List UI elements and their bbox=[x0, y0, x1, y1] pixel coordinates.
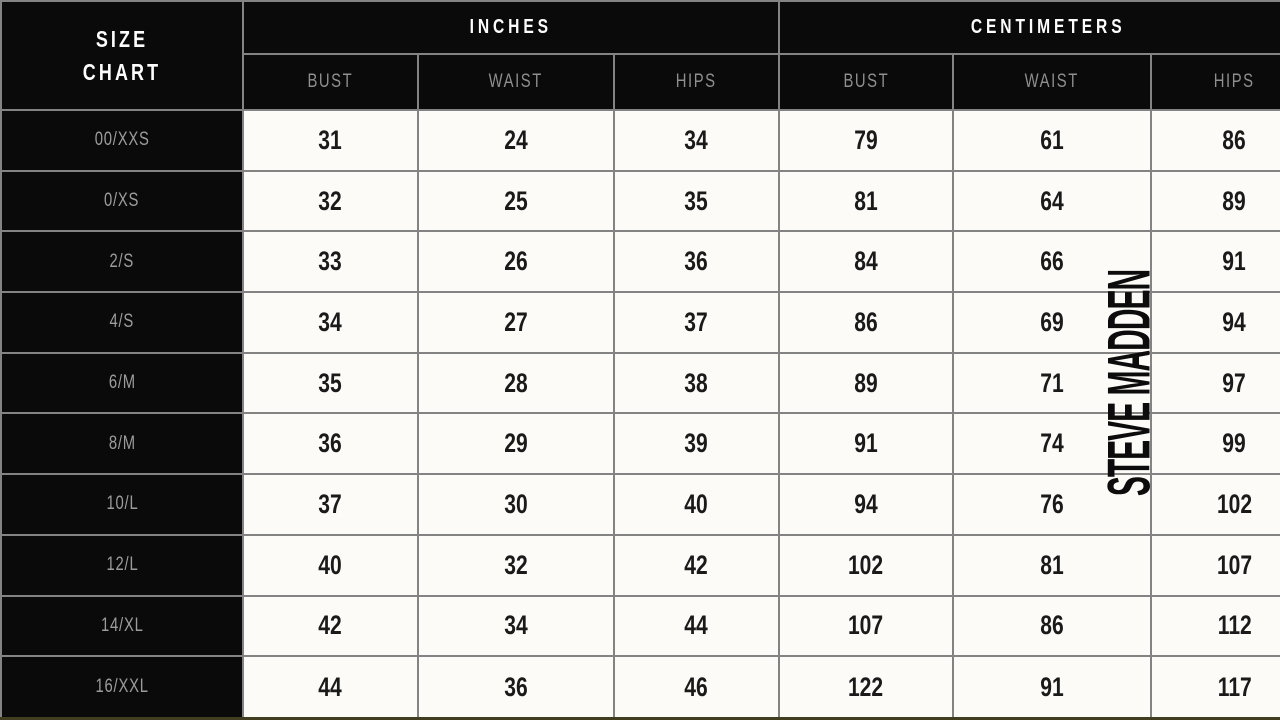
value-cell: 36 bbox=[242, 412, 419, 476]
value-cell: 40 bbox=[613, 473, 780, 536]
corner-title-line1: SIZE bbox=[95, 25, 149, 52]
value-cell: 31 bbox=[242, 109, 419, 172]
centimeters-group-header: CENTIMETERS bbox=[778, 0, 1280, 55]
value-cell: 24 bbox=[417, 109, 615, 172]
table-row: 10/L 37 30 40 94 76 102 bbox=[0, 473, 1280, 536]
value-cell: 64 bbox=[952, 169, 1152, 233]
table-row: 12/L 40 32 42 102 81 107 bbox=[0, 533, 1280, 597]
size-cell: 00/XXS bbox=[0, 109, 244, 172]
value-cell: 30 bbox=[417, 473, 615, 536]
value-cell: 25 bbox=[417, 169, 615, 233]
corner-title-line2: CHART bbox=[82, 58, 162, 85]
value-cell: 40 bbox=[242, 533, 419, 597]
value-cell: 89 bbox=[778, 351, 954, 415]
value-cell: 33 bbox=[242, 230, 419, 294]
value-cell: 86 bbox=[1150, 109, 1280, 172]
value-cell: 36 bbox=[613, 230, 780, 294]
value-cell: 34 bbox=[417, 594, 615, 658]
value-cell: 32 bbox=[417, 533, 615, 597]
centimeters-group-label: CENTIMETERS bbox=[971, 16, 1126, 38]
size-cell: 10/L bbox=[0, 473, 244, 536]
value-cell: 69 bbox=[952, 291, 1152, 354]
value-cell: 84 bbox=[778, 230, 954, 294]
inches-bust-header: BUST bbox=[242, 53, 419, 111]
size-cell: 0/XS bbox=[0, 169, 244, 233]
centimeters-bust-header: BUST bbox=[778, 53, 954, 111]
value-cell: 42 bbox=[613, 533, 780, 597]
size-cell: 8/M bbox=[0, 412, 244, 476]
value-cell: 35 bbox=[613, 169, 780, 233]
size-chart-corner-header: SIZE CHART bbox=[0, 0, 244, 111]
value-cell: 44 bbox=[613, 594, 780, 658]
size-cell: 2/S bbox=[0, 230, 244, 294]
centimeters-hips-header: HIPS bbox=[1150, 53, 1280, 111]
value-cell: 79 bbox=[778, 109, 954, 172]
value-cell: 66 bbox=[952, 230, 1152, 294]
value-cell: 81 bbox=[778, 169, 954, 233]
size-cell: 16/XXL bbox=[0, 655, 244, 717]
value-cell: 35 bbox=[242, 351, 419, 415]
value-cell: 89 bbox=[1150, 169, 1280, 233]
value-cell: 122 bbox=[778, 655, 954, 717]
value-cell: 94 bbox=[1150, 291, 1280, 354]
value-cell: 39 bbox=[613, 412, 780, 476]
value-cell: 97 bbox=[1150, 351, 1280, 415]
size-cell: 12/L bbox=[0, 533, 244, 597]
table-row: 00/XXS 31 24 34 79 61 86 bbox=[0, 109, 1280, 172]
value-cell: 76 bbox=[952, 473, 1152, 536]
value-cell: 37 bbox=[242, 473, 419, 536]
table-row: 8/M 36 29 39 91 74 99 bbox=[0, 412, 1280, 476]
value-cell: 34 bbox=[242, 291, 419, 354]
value-cell: 44 bbox=[242, 655, 419, 717]
table-row: 6/M 35 28 38 89 71 97 bbox=[0, 351, 1280, 415]
value-cell: 117 bbox=[1150, 655, 1280, 717]
value-cell: 107 bbox=[1150, 533, 1280, 597]
value-cell: 86 bbox=[778, 291, 954, 354]
value-cell: 29 bbox=[417, 412, 615, 476]
table-row: 0/XS 32 25 35 81 64 89 bbox=[0, 169, 1280, 233]
table-row: 2/S 33 26 36 84 66 91 bbox=[0, 230, 1280, 294]
value-cell: 74 bbox=[952, 412, 1152, 476]
centimeters-waist-header: WAIST bbox=[952, 53, 1152, 111]
table-row: 4/S 34 27 37 86 69 94 bbox=[0, 291, 1280, 354]
size-cell: 6/M bbox=[0, 351, 244, 415]
value-cell: 34 bbox=[613, 109, 780, 172]
inches-group-label: INCHES bbox=[469, 16, 553, 38]
value-cell: 102 bbox=[778, 533, 954, 597]
value-cell: 102 bbox=[1150, 473, 1280, 536]
bottom-edge-line bbox=[0, 717, 1280, 720]
value-cell: 36 bbox=[417, 655, 615, 717]
value-cell: 28 bbox=[417, 351, 615, 415]
value-cell: 86 bbox=[952, 594, 1152, 658]
value-cell: 107 bbox=[778, 594, 954, 658]
value-cell: 91 bbox=[778, 412, 954, 476]
value-cell: 38 bbox=[613, 351, 780, 415]
value-cell: 81 bbox=[952, 533, 1152, 597]
unit-group-header-row: SIZE CHART INCHES CENTIMETERS bbox=[0, 0, 1280, 111]
measure-header-row: BUST WAIST HIPS BUST WAIST HIPS bbox=[1, 53, 1280, 111]
size-cell: 4/S bbox=[0, 291, 244, 354]
value-cell: 32 bbox=[242, 169, 419, 233]
value-cell: 112 bbox=[1150, 594, 1280, 658]
value-cell: 26 bbox=[417, 230, 615, 294]
value-cell: 94 bbox=[778, 473, 954, 536]
inches-waist-header: WAIST bbox=[417, 53, 615, 111]
value-cell: 27 bbox=[417, 291, 615, 354]
table-row: 14/XL 42 34 44 107 86 112 bbox=[0, 594, 1280, 658]
value-cell: 42 bbox=[242, 594, 419, 658]
value-cell: 71 bbox=[952, 351, 1152, 415]
value-cell: 91 bbox=[1150, 230, 1280, 294]
table-row: 16/XXL 44 36 46 122 91 117 bbox=[0, 655, 1280, 717]
size-cell: 14/XL bbox=[0, 594, 244, 658]
value-cell: 91 bbox=[952, 655, 1152, 717]
inches-group-header: INCHES bbox=[242, 0, 780, 55]
value-cell: 37 bbox=[613, 291, 780, 354]
inches-hips-header: HIPS bbox=[613, 53, 780, 111]
value-cell: 46 bbox=[613, 655, 780, 717]
value-cell: 99 bbox=[1150, 412, 1280, 476]
value-cell: 61 bbox=[952, 109, 1152, 172]
